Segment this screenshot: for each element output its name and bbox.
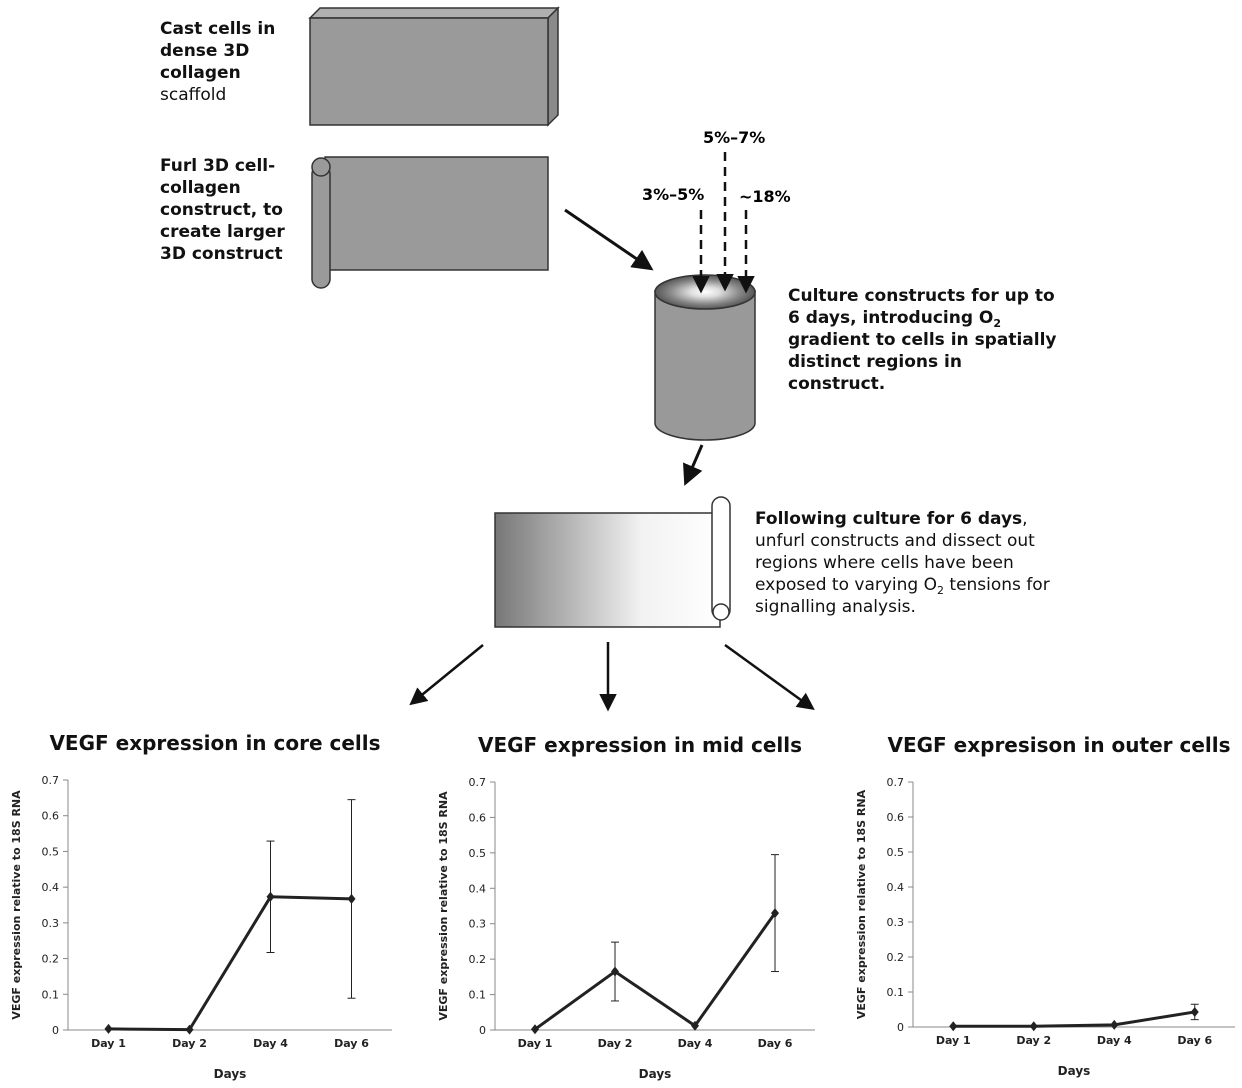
y-tick-label: 0.3 xyxy=(469,918,487,931)
x-tick-label: Day 6 xyxy=(1177,1034,1212,1047)
y-tick-label: 0.7 xyxy=(469,776,487,789)
x-tick-label: Day 1 xyxy=(518,1037,553,1050)
y-tick-label: 0.1 xyxy=(42,988,60,1001)
step4-sub: 2 xyxy=(937,584,944,597)
y-tick-label: 0.2 xyxy=(42,953,60,966)
data-line xyxy=(535,913,775,1029)
step3-b: gradient to cells in spatially distinct … xyxy=(788,330,1057,394)
diagram-shapes xyxy=(310,8,812,708)
y-tick-label: 0.6 xyxy=(887,811,905,824)
data-point xyxy=(1191,1007,1199,1017)
x-tick-label: Day 4 xyxy=(253,1037,288,1050)
step3-a: Culture constructs for up to 6 days, int… xyxy=(788,286,1055,328)
y-axis-label: VEGF expression relative to 18S RNA xyxy=(10,790,23,1020)
y-tick-label: 0 xyxy=(897,1021,904,1034)
y-tick-label: 0.5 xyxy=(887,846,905,859)
y-tick-label: 0.1 xyxy=(887,986,905,999)
data-point xyxy=(1110,1020,1118,1030)
x-tick-label: Day 6 xyxy=(758,1037,793,1050)
chart-title: VEGF expression in mid cells xyxy=(478,733,802,757)
x-tick-label: Day 2 xyxy=(598,1037,633,1050)
step4-text: Following culture for 6 days, unfurl con… xyxy=(755,508,1055,618)
y-axis-label: VEGF expression relative to 18S RNA xyxy=(437,791,450,1021)
y-tick-label: 0.5 xyxy=(42,845,60,858)
y-tick-label: 0.7 xyxy=(42,774,60,787)
y-axis-label: VEGF expression relative to 18S RNA xyxy=(855,789,868,1019)
x-tick-label: Day 4 xyxy=(678,1037,713,1050)
x-tick-label: Day 6 xyxy=(334,1037,369,1050)
x-axis-label: Days xyxy=(214,1067,247,1081)
step2-text: Furl 3D cell-collagen construct, to crea… xyxy=(160,155,310,265)
step3-text: Culture constructs for up to 6 days, int… xyxy=(788,285,1058,395)
y-tick-label: 0.2 xyxy=(887,951,905,964)
step1-text: Cast cells in dense 3D collagen scaffold xyxy=(160,18,290,106)
y-tick-label: 0.1 xyxy=(469,989,487,1002)
data-line xyxy=(953,1012,1195,1026)
x-tick-label: Day 1 xyxy=(936,1034,971,1047)
y-tick-label: 0.3 xyxy=(42,917,60,930)
step4-bold: Following culture for 6 days xyxy=(755,509,1022,529)
x-axis-label: Days xyxy=(639,1067,672,1081)
data-line xyxy=(109,897,352,1030)
y-tick-label: 0 xyxy=(479,1024,486,1037)
y-tick-label: 0.5 xyxy=(469,847,487,860)
x-axis-label: Days xyxy=(1058,1064,1091,1078)
x-tick-label: Day 2 xyxy=(1016,1034,1051,1047)
y-tick-label: 0.6 xyxy=(42,810,60,823)
data-point xyxy=(1030,1021,1038,1031)
y-tick-label: 0.4 xyxy=(42,881,60,894)
step1-bold: Cast cells in dense 3D collagen xyxy=(160,19,275,83)
x-tick-label: Day 4 xyxy=(1097,1034,1132,1047)
y-tick-label: 0 xyxy=(52,1024,59,1037)
figure: VEGF expression in core cells 0 0.1 0.2 0.3 0… xyxy=(0,0,1242,1088)
data-point xyxy=(949,1021,957,1031)
y-tick-label: 0.4 xyxy=(887,881,905,894)
y-tick-label: 0.4 xyxy=(469,882,487,895)
y-tick-label: 0.6 xyxy=(469,811,487,824)
data-point xyxy=(105,1024,113,1034)
y-tick-label: 0.2 xyxy=(469,953,487,966)
step3-sub: 2 xyxy=(993,317,1001,330)
x-tick-label: Day 2 xyxy=(172,1037,207,1050)
chart-title: VEGF expresison in outer cells xyxy=(887,733,1230,757)
y-tick-label: 0.7 xyxy=(887,776,905,789)
oxygen-label: 3%–5% xyxy=(642,185,704,204)
y-tick-label: 0.3 xyxy=(887,916,905,929)
chart-title: VEGF expression in core cells xyxy=(49,731,380,755)
x-tick-label: Day 1 xyxy=(91,1037,126,1050)
data-point xyxy=(348,894,356,904)
oxygen-label: ~18% xyxy=(739,187,791,206)
step1-rest: scaffold xyxy=(160,85,226,105)
oxygen-label: 5%–7% xyxy=(703,128,765,147)
